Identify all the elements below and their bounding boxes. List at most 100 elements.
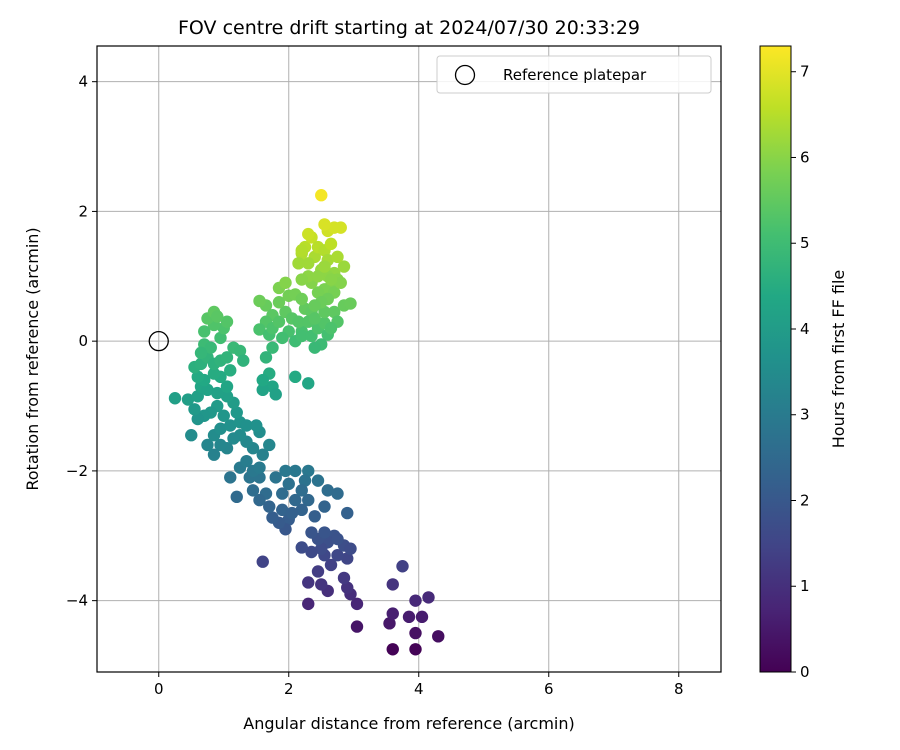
data-point — [191, 412, 204, 426]
data-point — [198, 325, 211, 338]
colorbar-tick-label: 6 — [800, 148, 810, 166]
data-point — [276, 331, 289, 345]
data-point — [341, 581, 354, 594]
data-point — [409, 626, 422, 640]
data-point — [279, 464, 292, 478]
data-point — [302, 597, 315, 611]
data-point — [253, 461, 266, 474]
data-point — [331, 532, 344, 546]
data-point — [315, 542, 328, 555]
legend-marker-icon — [454, 64, 476, 86]
data-point — [217, 409, 230, 422]
data-point — [237, 354, 250, 367]
data-point — [302, 377, 315, 390]
data-point — [188, 403, 201, 416]
data-point — [295, 541, 308, 554]
data-point — [344, 297, 357, 310]
data-point — [305, 526, 318, 539]
data-point — [308, 299, 321, 312]
colorbar-tick-label: 7 — [800, 63, 810, 81]
colorbar-tick-label: 4 — [800, 320, 810, 338]
colorbar-tick-label: 5 — [800, 234, 810, 252]
x-tick-label: 2 — [284, 680, 294, 698]
data-point — [289, 493, 302, 507]
data-point — [334, 221, 347, 234]
data-point — [214, 331, 227, 345]
data-point — [207, 367, 221, 380]
colorbar-ticks: 0 1 2 3 4 5 6 7 — [791, 63, 810, 681]
data-point — [331, 250, 344, 264]
data-point — [295, 273, 308, 286]
data-point — [318, 526, 331, 539]
data-point — [337, 571, 351, 585]
reference-platepar-marker — [148, 331, 169, 352]
data-point — [263, 500, 276, 513]
data-point — [302, 257, 315, 270]
data-point — [263, 438, 276, 452]
y-tick-label: 2 — [78, 202, 88, 220]
data-point — [331, 549, 344, 562]
data-point — [191, 390, 204, 403]
colorbar-tick-label: 2 — [800, 491, 810, 509]
x-tick-label: 8 — [674, 680, 684, 698]
data-point — [201, 383, 214, 397]
data-point — [292, 315, 305, 328]
data-point — [328, 305, 341, 319]
legend-label: Reference platepar — [503, 66, 647, 84]
data-point — [432, 630, 445, 643]
data-point — [331, 487, 344, 500]
data-point — [318, 500, 331, 513]
data-point — [308, 510, 321, 523]
data-point — [224, 419, 237, 432]
data-point — [224, 471, 237, 484]
data-point — [272, 315, 286, 328]
data-point — [256, 448, 269, 461]
colorbar-tick-label: 1 — [800, 577, 810, 595]
data-point — [302, 493, 315, 507]
colorbar: 0 1 2 3 4 5 6 7 Hours from first FF file — [759, 45, 848, 681]
data-point — [256, 555, 269, 568]
data-point — [305, 545, 318, 559]
data-point — [191, 370, 204, 384]
data-point — [211, 386, 224, 400]
data-point — [240, 419, 253, 432]
data-point — [220, 380, 234, 393]
data-point — [386, 607, 399, 620]
data-point — [308, 341, 321, 354]
data-points — [168, 189, 445, 656]
data-point — [295, 244, 308, 257]
data-point — [298, 474, 312, 487]
data-point — [276, 487, 289, 500]
data-point — [224, 364, 237, 377]
data-point — [341, 552, 354, 565]
y-tick-label: 4 — [78, 73, 88, 91]
data-point — [211, 310, 224, 323]
data-point — [350, 620, 364, 633]
data-point — [337, 260, 351, 273]
data-point — [321, 484, 334, 497]
data-point — [256, 383, 269, 397]
data-point — [302, 227, 315, 241]
data-point — [214, 422, 227, 435]
data-point — [311, 565, 325, 578]
data-point — [344, 542, 357, 555]
y-axis-label: Rotation from reference (arcmin) — [23, 227, 42, 490]
y-tick-label: −4 — [66, 592, 88, 610]
data-point — [409, 594, 422, 607]
data-point — [289, 464, 302, 478]
data-point — [386, 643, 399, 656]
data-point — [302, 464, 315, 478]
data-point — [266, 341, 279, 354]
data-point — [230, 406, 243, 419]
data-point — [302, 576, 315, 589]
colorbar-frame — [759, 45, 792, 673]
data-point — [282, 477, 295, 491]
data-point — [308, 312, 321, 325]
data-point — [402, 610, 416, 624]
plot-frame — [96, 45, 722, 673]
data-point — [246, 484, 260, 497]
data-point — [259, 351, 273, 364]
data-point — [185, 429, 198, 442]
data-point — [350, 597, 364, 611]
